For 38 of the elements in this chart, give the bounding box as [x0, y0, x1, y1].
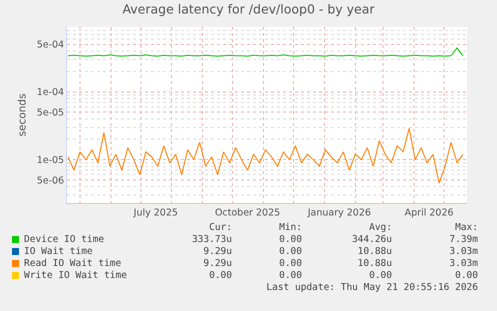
text: 333.73u	[190, 234, 232, 246]
y-tick-label: 1e-04	[36, 87, 64, 98]
text: 3.03m	[448, 246, 478, 258]
x-tick-label: April 2026	[404, 207, 454, 218]
line-series	[68, 48, 464, 57]
text: 0.00	[368, 270, 392, 282]
text: 0.00	[278, 234, 302, 246]
legend-label: IO Wait time	[24, 246, 93, 257]
legend-label: Write IO Wait time	[24, 270, 127, 281]
text: 9.29u	[202, 258, 232, 270]
y-tick-label: 5e-04	[36, 40, 64, 51]
text: 0.00	[278, 258, 302, 270]
legend-label: Device IO time	[24, 234, 104, 245]
text: 3.03m	[448, 258, 478, 270]
x-tick-label: July 2025	[132, 207, 178, 218]
x-tick-label: January 2026	[306, 207, 371, 218]
text: Avg:	[369, 222, 392, 233]
y-tick-label: 5e-05	[36, 108, 64, 119]
text: 10.88u	[356, 258, 392, 270]
text: 0.00	[454, 270, 478, 282]
text: 0.00	[278, 246, 302, 258]
y-tick-label: 5e-06	[36, 175, 64, 186]
line-series	[68, 128, 464, 184]
text: 344.26u	[350, 234, 392, 246]
text: Cur:	[209, 222, 232, 233]
text: 9.29u	[202, 246, 232, 258]
text: 0.00	[208, 270, 232, 282]
text: Last update: Thu May 21 20:55:16 2026	[265, 282, 478, 294]
y-tick-label: 1e-05	[36, 154, 64, 166]
text: 7.39m	[448, 234, 478, 246]
legend-label: Read IO Wait time	[24, 258, 122, 269]
y-axis-title: seconds	[16, 94, 29, 136]
text: Max:	[455, 222, 478, 233]
text: 0.00	[278, 270, 302, 282]
text: 10.88u	[356, 246, 392, 258]
x-tick-label: October 2025	[214, 207, 280, 218]
chart-title: Average latency for /dev/loop0 - by year	[122, 1, 376, 16]
text: Min:	[279, 222, 302, 233]
